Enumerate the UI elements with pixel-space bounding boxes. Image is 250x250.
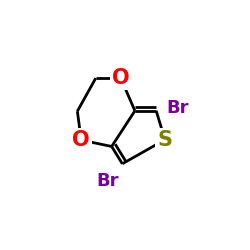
Text: Br: Br (167, 99, 190, 117)
Text: Br: Br (96, 172, 119, 190)
Text: S: S (158, 130, 172, 150)
Text: O: O (112, 68, 130, 88)
Text: O: O (72, 130, 90, 150)
